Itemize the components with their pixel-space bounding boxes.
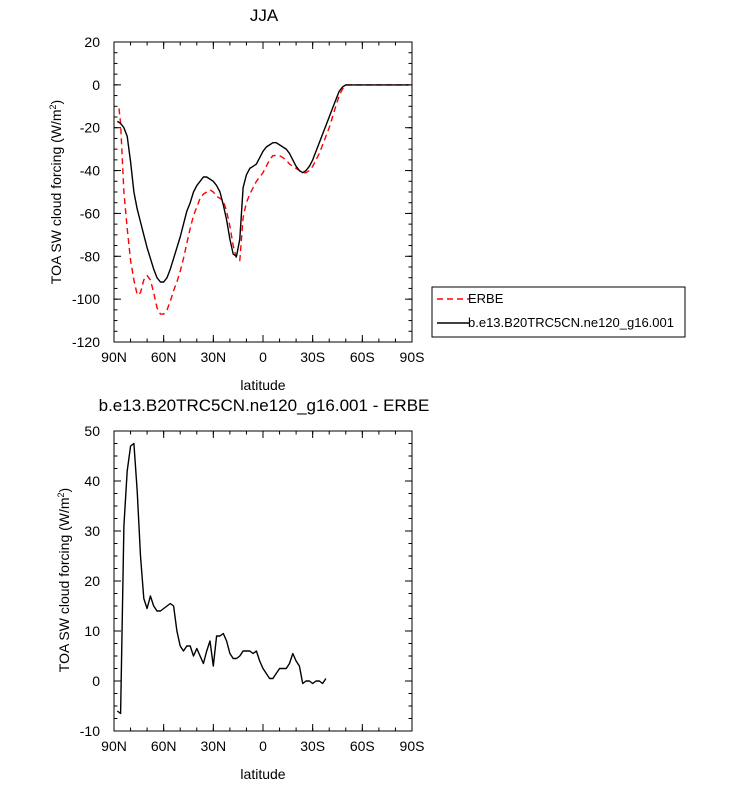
series-line-0 [116, 442, 327, 715]
plot-frame [113, 430, 413, 732]
plot-frame [113, 41, 413, 343]
y-axis-label: TOA SW cloud forcing (W/m2) [56, 488, 72, 672]
y-tick-label: 20 [84, 34, 100, 50]
y-tick-label: -120 [72, 334, 100, 350]
x-tick-label: 90N [101, 349, 127, 365]
y-tick-label: -20 [80, 120, 100, 136]
y-tick-label: 30 [84, 523, 100, 539]
y-tick-label: 20 [84, 573, 100, 589]
axis-ticks: 90N 60N 30N 0 30S 60S 90S 50 40 30 20 10 0 -10 [80, 423, 425, 754]
series-layer [116, 442, 327, 715]
y-tick-label: 40 [84, 473, 100, 489]
x-tick-label: 60S [350, 738, 375, 754]
legend-label-erbe: ERBE [468, 291, 504, 306]
x-axis-label: latitude [240, 766, 285, 782]
x-tick-label: 30S [300, 738, 325, 754]
y-tick-label: -60 [80, 205, 100, 221]
x-tick-label: 60N [151, 349, 177, 365]
y-axis-label: TOA SW cloud forcing (W/m2) [48, 100, 64, 284]
series-line-1 [116, 84, 409, 283]
x-tick-label: 60S [350, 349, 375, 365]
chart-title: b.e13.B20TRC5CN.ne120_g16.001 - ERBE [99, 396, 430, 415]
y-tick-label: -40 [80, 163, 100, 179]
y-tick-label: 50 [84, 423, 100, 439]
chart-panel-top: JJA 90N 60N 30N 0 30S 60S 90S 20 0 -20 -40 -60 -80 -1… [48, 6, 686, 393]
y-tick-label: -80 [80, 248, 100, 264]
x-tick-label: 30N [200, 738, 226, 754]
chart-panel-bottom: b.e13.B20TRC5CN.ne120_g16.001 - ERBE 90N… [56, 396, 429, 782]
x-tick-label: 90S [400, 738, 425, 754]
x-tick-label: 0 [259, 738, 267, 754]
x-tick-label: 30S [300, 349, 325, 365]
series-layer [116, 84, 409, 315]
x-axis-label: latitude [240, 377, 285, 393]
legend-box [431, 286, 686, 338]
legend: ERBE b.e13.B20TRC5CN.ne120_g16.001 [431, 286, 686, 338]
y-tick-label: -100 [72, 291, 100, 307]
x-tick-label: 90S [400, 349, 425, 365]
chart-title: JJA [250, 6, 279, 25]
y-tick-label: 0 [92, 77, 100, 93]
legend-label-model: b.e13.B20TRC5CN.ne120_g16.001 [468, 315, 674, 330]
x-tick-label: 0 [259, 349, 267, 365]
series-line-0 [118, 84, 409, 315]
x-tick-label: 60N [151, 738, 177, 754]
y-tick-label: 0 [92, 673, 100, 689]
y-tick-label: 10 [84, 623, 100, 639]
axis-ticks: 90N 60N 30N 0 30S 60S 90S 20 0 -20 -40 -60 -80 -100 -1… [72, 34, 424, 365]
x-tick-label: 30N [200, 349, 226, 365]
y-tick-label: -10 [80, 723, 100, 739]
x-tick-label: 90N [101, 738, 127, 754]
